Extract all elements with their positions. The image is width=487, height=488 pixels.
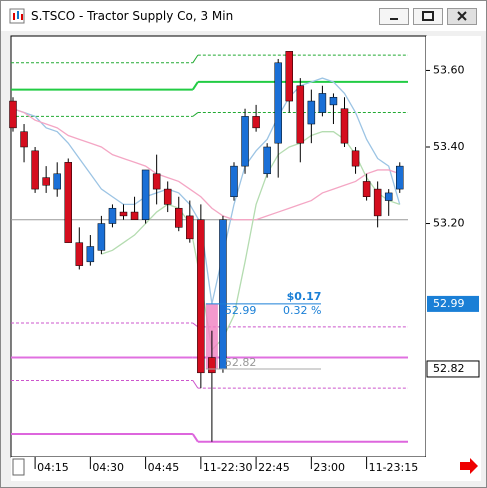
candle-body [75,242,84,266]
x-tick-label: 04:45 [148,461,180,474]
candle-body [219,219,227,370]
candle-body [9,100,17,129]
candle-body [141,169,150,220]
candle-body [119,211,128,217]
y-tick-label: 53.20 [433,217,465,230]
maximize-button[interactable] [413,8,443,25]
candle-body [362,181,371,197]
price-box [426,360,480,378]
measure-change: $0.17 [287,290,322,303]
x-tick-label: 23:00 [313,461,345,474]
candle-body [351,150,360,167]
app-icon [9,8,25,24]
measure-percent: 0.32 % [283,304,321,317]
candle-body [252,116,260,129]
candle-body [230,165,238,197]
x-tick-label: 22:45 [258,461,290,474]
candle-body [163,188,172,205]
candle-body [384,192,393,201]
candle-body [373,188,382,217]
moving-average [101,131,400,352]
level-step [192,81,199,91]
candle-body [197,219,205,374]
candle-body [285,51,293,102]
level-step [192,54,199,64]
measure-start-label: 52.82 [225,356,257,369]
candle-body [307,100,316,125]
candle-body [263,146,271,175]
level-step [192,322,199,328]
close-button[interactable] [447,8,477,25]
candle-body [53,173,61,190]
window-title: S.TSCO - Tractor Supply Co, 3 Min [31,9,234,23]
candle-body [20,131,28,148]
level-step [192,112,199,117]
candle-body [86,246,95,263]
price-box-label: 52.82 [433,362,465,375]
moving-average [12,77,401,305]
level-step [192,433,199,443]
price-axis [426,36,481,457]
candle-body [42,177,50,186]
level-step [192,380,199,389]
price-box [427,295,479,312]
candle-body [130,211,139,220]
candle-body [208,357,216,374]
x-tick-label: 04:30 [92,461,124,474]
candle-body [318,93,327,113]
x-tick-label: 11-23:15 [369,461,419,474]
price-box-label: 52.99 [433,297,465,310]
candle-body [329,96,338,106]
minimize-button[interactable] [379,8,409,25]
y-tick-label: 53.40 [433,140,465,153]
candle-body [241,116,249,167]
time-axis [11,457,481,481]
measure-end-label: 52.99 [225,304,257,317]
moving-average [12,108,400,221]
x-tick-label: 11-22:30 [203,461,253,474]
candle-body [97,223,106,251]
candle-body [340,108,349,144]
x-tick-label: 04:15 [37,461,69,474]
candle-body [296,85,305,144]
candle-body [108,207,117,224]
candle-body [396,165,404,190]
scroll-box[interactable] [12,458,25,476]
plot-area [10,35,427,458]
candle-body [152,173,161,190]
candle-body [31,150,39,190]
scroll-arrow[interactable] [460,458,478,474]
candle-body [186,215,194,240]
candle-body [175,207,183,228]
candle-body [274,62,282,144]
title-bar: S.TSCO - Tractor Supply Co, 3 Min [1,1,486,31]
candle-body [64,162,72,243]
y-tick-label: 53.60 [433,63,465,76]
chart: 04:15 04:30 04:45 11-22:30 22:45 23:00 11-23:1… [9,35,481,481]
